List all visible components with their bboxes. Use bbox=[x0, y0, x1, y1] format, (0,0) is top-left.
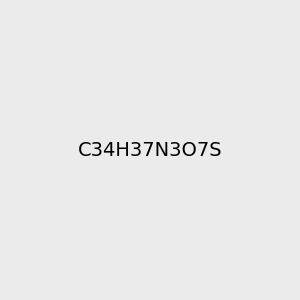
Text: C34H37N3O7S: C34H37N3O7S bbox=[78, 140, 222, 160]
